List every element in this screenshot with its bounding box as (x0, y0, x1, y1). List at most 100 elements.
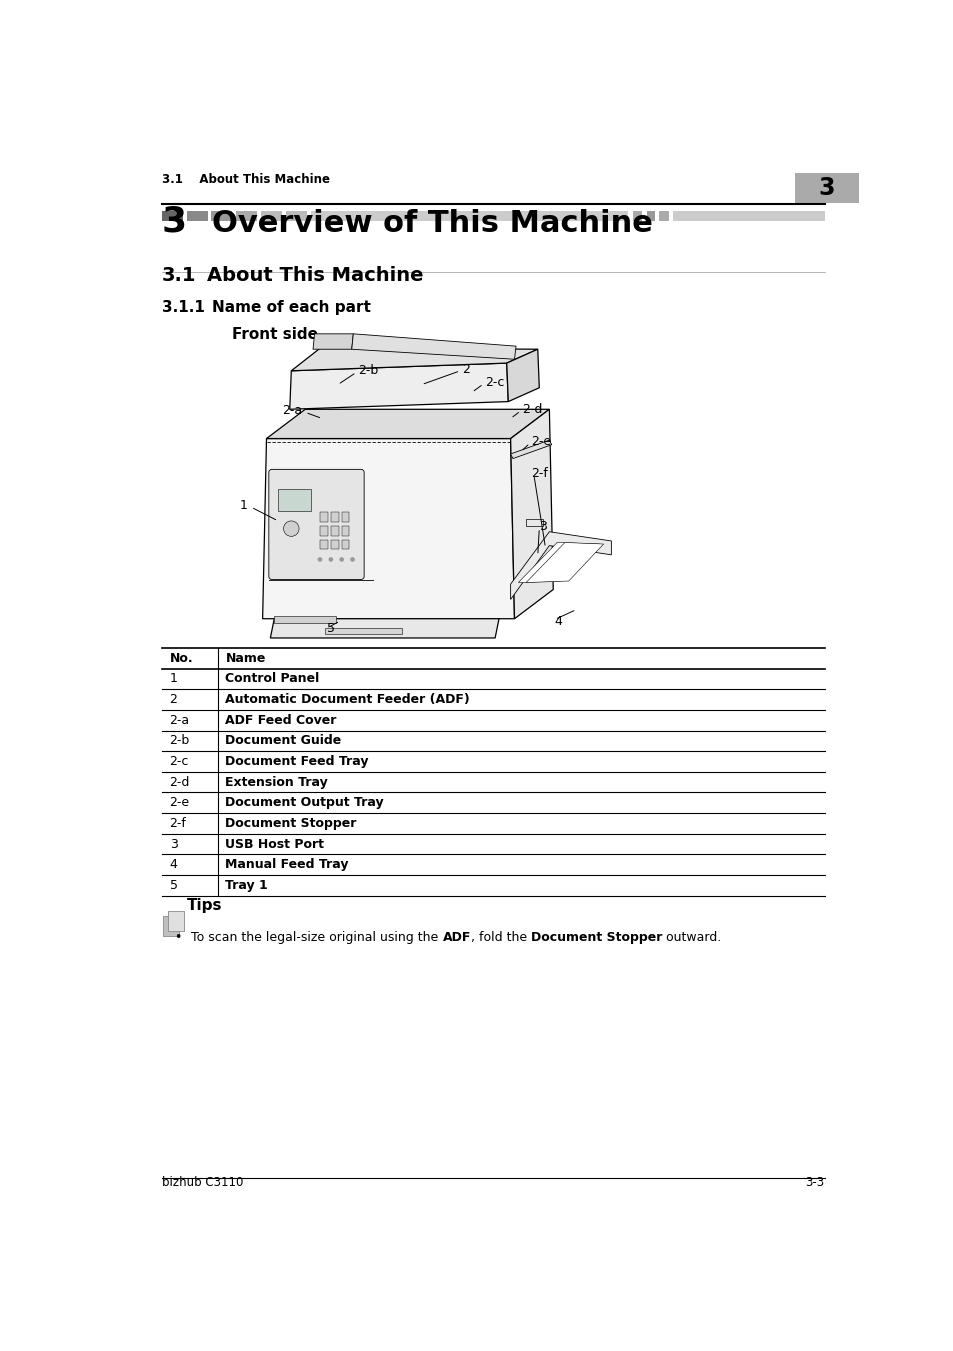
Polygon shape (510, 409, 553, 619)
Bar (282, 211, 286, 222)
Polygon shape (266, 409, 549, 439)
Circle shape (283, 521, 298, 536)
Text: Tips: Tips (187, 897, 222, 912)
Text: Document Stopper: Document Stopper (531, 931, 661, 944)
Polygon shape (506, 349, 538, 401)
Text: No.: No. (170, 651, 193, 665)
Polygon shape (313, 334, 353, 349)
Bar (278, 489, 311, 511)
Bar (307, 211, 311, 222)
Text: To scan the legal-size original using the: To scan the legal-size original using th… (192, 931, 442, 944)
Text: Automatic Document Feeder (ADF): Automatic Document Feeder (ADF) (225, 693, 470, 707)
Polygon shape (352, 334, 516, 359)
Polygon shape (525, 543, 603, 582)
Bar (274, 616, 335, 623)
Text: outward.: outward. (661, 931, 720, 944)
Bar (633, 211, 641, 222)
Text: 1: 1 (170, 673, 177, 685)
Bar (168, 911, 183, 931)
Bar (233, 211, 236, 222)
Text: 2-a: 2-a (282, 404, 302, 417)
Bar (668, 211, 673, 222)
Bar (646, 211, 654, 222)
Circle shape (339, 557, 344, 562)
Text: 3: 3 (818, 176, 834, 200)
Polygon shape (270, 619, 498, 638)
Text: 4: 4 (555, 615, 562, 628)
Polygon shape (291, 347, 537, 370)
Text: , fold the: , fold the (471, 931, 531, 944)
Text: 2-a: 2-a (170, 713, 190, 727)
Text: 3: 3 (170, 838, 177, 851)
Text: 1: 1 (239, 499, 247, 512)
Text: 2-b: 2-b (170, 735, 190, 747)
Text: 2-f: 2-f (170, 817, 186, 830)
Bar (319, 512, 328, 521)
Bar (341, 512, 349, 521)
Text: Name of each part: Name of each part (212, 300, 371, 315)
Text: Document Guide: Document Guide (225, 735, 341, 747)
Circle shape (350, 557, 355, 562)
Text: 3.1.1: 3.1.1 (162, 300, 205, 315)
Text: Manual Feed Tray: Manual Feed Tray (225, 858, 349, 871)
Bar (236, 211, 257, 222)
Text: 3-3: 3-3 (804, 1175, 823, 1189)
Bar (212, 211, 233, 222)
Text: USB Host Port: USB Host Port (225, 838, 324, 851)
Bar (162, 211, 183, 222)
Text: Document Output Tray: Document Output Tray (225, 796, 384, 809)
Text: 2-c: 2-c (170, 755, 189, 767)
Text: Front side: Front side (232, 327, 317, 342)
Text: 2-e: 2-e (531, 435, 551, 449)
Text: 3.1: 3.1 (162, 266, 196, 285)
Bar (163, 916, 179, 936)
Text: bizhub C3110: bizhub C3110 (162, 1175, 243, 1189)
Text: Control Panel: Control Panel (225, 673, 319, 685)
Text: Extension Tray: Extension Tray (225, 775, 328, 789)
Bar (319, 527, 328, 535)
Bar (324, 628, 402, 634)
Circle shape (328, 557, 333, 562)
Text: 2: 2 (461, 363, 469, 376)
Text: 3.1    About This Machine: 3.1 About This Machine (162, 173, 330, 186)
Bar (311, 211, 628, 222)
Bar (286, 211, 307, 222)
Text: ADF Feed Cover: ADF Feed Cover (225, 713, 336, 727)
Text: 2: 2 (170, 693, 177, 707)
Text: 2-d: 2-d (170, 775, 190, 789)
Bar (331, 527, 338, 535)
Polygon shape (290, 363, 508, 409)
Polygon shape (510, 440, 551, 458)
Text: 2-b: 2-b (357, 365, 377, 377)
FancyBboxPatch shape (269, 469, 364, 580)
Bar (659, 211, 668, 222)
Bar (641, 211, 646, 222)
Bar (331, 540, 338, 550)
Text: Tray 1: Tray 1 (225, 878, 268, 892)
Text: About This Machine: About This Machine (207, 266, 423, 285)
Text: •: • (173, 931, 181, 944)
Text: 3: 3 (162, 204, 187, 238)
Text: 2-d: 2-d (521, 403, 542, 416)
Bar (208, 211, 212, 222)
Bar (794, 173, 858, 203)
Bar (257, 211, 261, 222)
Bar (341, 527, 349, 535)
Circle shape (317, 557, 322, 562)
Polygon shape (510, 532, 611, 600)
Bar (319, 540, 328, 550)
Text: 5: 5 (327, 623, 335, 635)
Bar (341, 540, 349, 550)
Text: 5: 5 (170, 878, 177, 892)
Bar (261, 211, 282, 222)
Text: Name: Name (225, 651, 266, 665)
Polygon shape (517, 543, 599, 582)
Text: Document Feed Tray: Document Feed Tray (225, 755, 369, 767)
Bar (654, 211, 659, 222)
Text: 2-e: 2-e (170, 796, 190, 809)
Text: Document Stopper: Document Stopper (225, 817, 356, 830)
Text: 4: 4 (170, 858, 177, 871)
Bar (331, 512, 338, 521)
Text: Overview of This Machine: Overview of This Machine (212, 209, 653, 238)
Text: 3: 3 (538, 520, 547, 532)
